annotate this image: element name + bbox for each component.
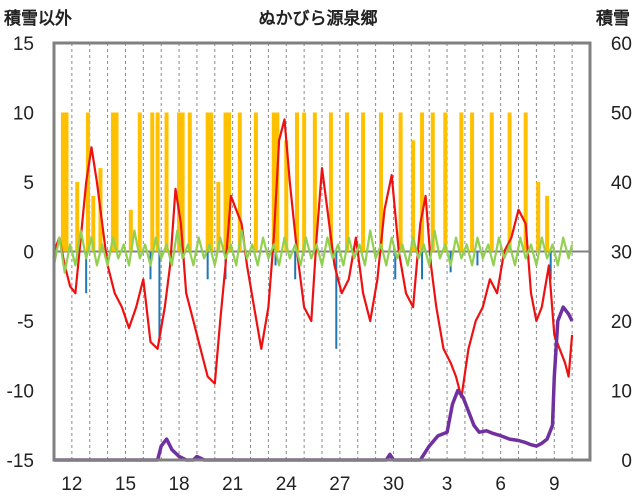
bar-negative — [206, 251, 209, 280]
bar-positive — [536, 182, 541, 252]
x-tick-label: 9 — [549, 474, 560, 495]
bar-positive — [430, 112, 435, 252]
bar-positive — [523, 112, 528, 252]
y-tick-label-right: 0 — [621, 451, 632, 472]
bar-negative — [294, 251, 297, 280]
bar-negative — [476, 251, 479, 266]
bar-positive — [177, 112, 182, 252]
series-line-1 — [52, 229, 574, 274]
bar-positive — [91, 195, 96, 252]
bar-positive — [75, 182, 80, 252]
bar-positive — [284, 140, 289, 252]
bar-negative — [335, 251, 338, 349]
bar-negative — [274, 251, 277, 266]
y-tick-label-right: 10 — [611, 382, 632, 403]
bar-positive — [150, 112, 155, 252]
bar-positive — [411, 140, 416, 252]
bar-positive — [137, 112, 142, 252]
bar-positive — [223, 112, 228, 252]
bar-positive — [345, 112, 350, 252]
x-tick-label: 12 — [61, 474, 82, 495]
bar-positive — [459, 112, 464, 252]
bar-positive — [420, 112, 425, 252]
bar-positive — [187, 112, 192, 252]
x-tick-label: 18 — [168, 474, 189, 495]
bar-positive — [64, 112, 69, 252]
bar-positive — [489, 112, 494, 252]
bar-positive — [443, 112, 448, 252]
bar-positive — [328, 112, 333, 252]
series-line-0 — [52, 118, 574, 399]
bar-positive — [216, 182, 221, 252]
bar-positive — [110, 112, 115, 252]
y-axis-label-left: 積雪以外 — [4, 8, 72, 28]
bar-positive — [155, 112, 160, 252]
y-tick-label-left: 5 — [23, 173, 34, 194]
bar-positive — [85, 112, 90, 252]
bar-negative — [85, 251, 88, 294]
bar-positive — [361, 112, 366, 252]
x-tick-label: 15 — [115, 474, 136, 495]
y-tick-label-right: 60 — [611, 34, 632, 55]
x-tick-label: 6 — [495, 474, 506, 495]
bar-positive — [253, 112, 258, 252]
y-tick-label-left: 15 — [13, 34, 34, 55]
bar-positive — [312, 112, 317, 252]
y-tick-label-right: 40 — [611, 173, 632, 194]
x-tick-label: 30 — [383, 474, 404, 495]
bar-positive — [205, 112, 210, 252]
bar-negative — [421, 251, 424, 280]
bar-negative — [158, 251, 161, 342]
bar-positive — [237, 112, 242, 252]
y-tick-label-right: 20 — [611, 312, 632, 333]
y-ticks-right: 60 50 40 30 20 10 0 — [611, 34, 632, 472]
bar-positive — [114, 112, 119, 252]
chart-title: ぬかびら源泉郷 — [259, 8, 378, 28]
bar-positive — [209, 112, 214, 252]
bar-positive — [398, 112, 403, 252]
bar-positive — [470, 112, 475, 252]
bar-positive — [227, 112, 232, 252]
bar-positive — [507, 112, 512, 252]
x-tick-label: 3 — [442, 474, 453, 495]
y-tick-label-right: 50 — [611, 104, 632, 125]
y-axis-label-right: 積雪 — [596, 8, 630, 28]
bar-positive — [128, 209, 133, 252]
y-tick-label-left: -10 — [7, 382, 34, 403]
x-tick-label: 24 — [276, 474, 298, 495]
y-tick-label-left: -15 — [7, 451, 34, 472]
x-tick-label: 21 — [222, 474, 243, 495]
bar-positive — [164, 112, 169, 252]
x-ticks: 12 15 18 21 24 27 30 3 6 9 — [61, 474, 559, 495]
bars — [60, 112, 552, 349]
bar-positive — [60, 112, 65, 252]
series-line-2 — [54, 305, 574, 462]
bar-negative — [394, 251, 397, 280]
bar-positive — [271, 112, 276, 252]
plot-frame — [52, 41, 592, 462]
bar-positive — [378, 112, 383, 252]
bar-positive — [302, 112, 307, 252]
y-tick-label-left: -5 — [17, 312, 34, 333]
bar-positive — [180, 112, 185, 252]
y-tick-label-right: 30 — [611, 243, 632, 264]
x-tick-label: 27 — [329, 474, 350, 495]
bar-positive — [294, 112, 299, 252]
bar-negative — [549, 251, 552, 280]
y-tick-label-left: 0 — [23, 243, 34, 264]
y-tick-label-left: 10 — [13, 104, 34, 125]
bar-positive — [545, 195, 550, 252]
y-ticks-left: 15 10 5 0 -5 -10 -15 — [7, 34, 34, 472]
